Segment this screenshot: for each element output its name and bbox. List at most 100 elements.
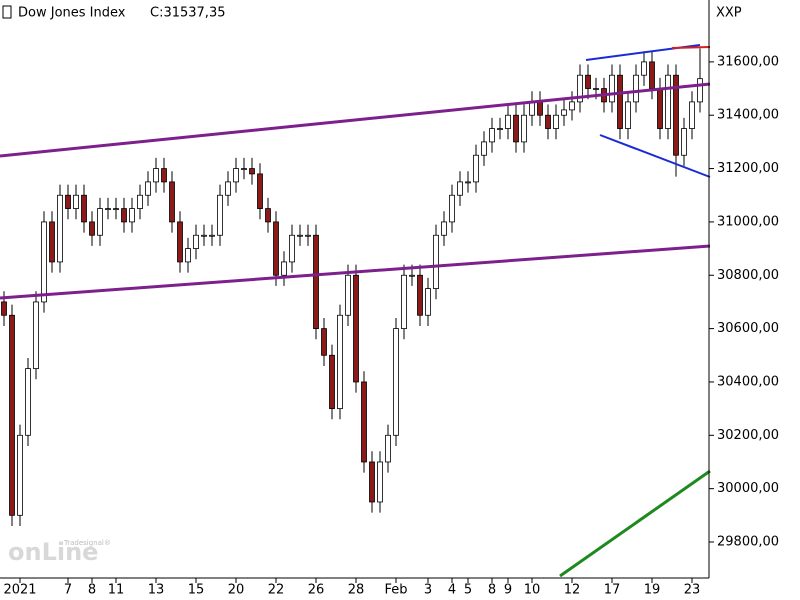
candle-body bbox=[217, 194, 223, 236]
candle-body bbox=[105, 208, 111, 210]
y-tick-label: 30800,00 bbox=[717, 268, 779, 283]
x-tick-label: 11 bbox=[108, 583, 125, 598]
x-tick-label: 13 bbox=[148, 583, 165, 598]
candle-body bbox=[441, 221, 447, 236]
candle-body bbox=[57, 194, 63, 263]
x-tick-label: 22 bbox=[268, 583, 285, 598]
candle-body bbox=[185, 248, 191, 263]
y-tick-label: 30200,00 bbox=[717, 428, 779, 443]
candle-body bbox=[129, 208, 135, 223]
candle-body bbox=[505, 114, 511, 129]
candle-body bbox=[641, 61, 647, 76]
candle-body bbox=[97, 208, 103, 236]
candle-body bbox=[697, 78, 703, 103]
support-trend bbox=[559, 469, 711, 578]
candle-body bbox=[649, 61, 655, 89]
candle-body bbox=[537, 101, 543, 116]
plot-area bbox=[1, 48, 703, 526]
candle-body bbox=[433, 234, 439, 289]
candle-body bbox=[393, 328, 399, 436]
candle-body bbox=[257, 173, 263, 209]
candle-body bbox=[25, 368, 31, 436]
candle-body bbox=[681, 128, 687, 156]
candle-body bbox=[609, 74, 615, 103]
candle-body bbox=[321, 328, 327, 356]
y-tick-label: 30000,00 bbox=[717, 481, 779, 496]
x-tick-label: 7 bbox=[64, 583, 72, 598]
candle-body bbox=[153, 168, 159, 183]
candle-body bbox=[353, 274, 359, 383]
x-tick-label: 8 bbox=[488, 583, 496, 598]
candle-body bbox=[561, 109, 567, 116]
candle-body bbox=[49, 221, 55, 263]
x-tick-label: 9 bbox=[504, 583, 512, 598]
candle-body bbox=[625, 101, 631, 129]
candle-body bbox=[161, 168, 167, 183]
candle-body bbox=[457, 181, 463, 196]
candle-body bbox=[313, 234, 319, 330]
candle-body bbox=[497, 128, 503, 130]
candle-body bbox=[33, 301, 39, 370]
candle-body bbox=[481, 141, 487, 156]
wedge-lower bbox=[599, 134, 711, 178]
candle-body bbox=[673, 74, 679, 156]
candle-body bbox=[577, 74, 583, 103]
x-tick-label: 28 bbox=[348, 583, 365, 598]
x-tick-label: 17 bbox=[604, 583, 621, 598]
watermark-product: onLine bbox=[8, 538, 98, 566]
x-tick-label: 5 bbox=[464, 583, 472, 598]
candle-body bbox=[545, 114, 551, 129]
candle-body bbox=[585, 74, 591, 89]
candle-body bbox=[225, 181, 231, 196]
candle-body bbox=[385, 434, 391, 463]
x-tick-label: 19 bbox=[644, 583, 661, 598]
candle-body bbox=[305, 234, 311, 237]
candle-body bbox=[521, 114, 527, 143]
x-tick-label: 3 bbox=[424, 583, 432, 598]
channel-upper bbox=[0, 82, 711, 158]
candle-body bbox=[201, 234, 207, 237]
x-tick-label: 23 bbox=[684, 583, 701, 598]
watermark-brand: Tradesignal® bbox=[63, 539, 111, 547]
candle-body bbox=[617, 74, 623, 129]
channel-lower bbox=[0, 244, 711, 300]
candle-body bbox=[81, 194, 87, 223]
x-tick-label: 2021 bbox=[3, 583, 36, 598]
candle-body bbox=[569, 101, 575, 111]
candle-body bbox=[657, 88, 663, 129]
y-tick-label: 31200,00 bbox=[717, 161, 779, 176]
candle-body bbox=[665, 74, 671, 129]
candle-body bbox=[449, 194, 455, 223]
candle-body bbox=[553, 114, 559, 129]
candle-body bbox=[297, 234, 303, 237]
candle-body bbox=[9, 314, 15, 516]
candle-body bbox=[369, 461, 375, 503]
x-tick-label: 4 bbox=[448, 583, 456, 598]
x-tick-label: 20 bbox=[228, 583, 245, 598]
candle-body bbox=[329, 354, 335, 410]
symbol: XXP bbox=[716, 6, 742, 21]
candle-body bbox=[529, 101, 535, 116]
candle-body bbox=[513, 114, 519, 143]
candle-body bbox=[401, 274, 407, 330]
candle-body bbox=[377, 461, 383, 503]
candle-body bbox=[17, 434, 23, 516]
candle-body bbox=[249, 168, 255, 175]
candle-body bbox=[65, 194, 71, 209]
candle-body bbox=[337, 314, 343, 410]
y-tick-label: 30600,00 bbox=[717, 321, 779, 336]
candle-body bbox=[137, 194, 143, 209]
candle-body bbox=[89, 221, 95, 236]
chart-title: Dow Jones Index bbox=[18, 6, 126, 21]
icon bbox=[2, 5, 12, 19]
x-tick-label: 10 bbox=[524, 583, 541, 598]
x-tick-label: 12 bbox=[564, 583, 581, 598]
candle-body bbox=[361, 381, 367, 463]
candle-body bbox=[273, 221, 279, 276]
candle-body bbox=[489, 128, 495, 143]
candle-body bbox=[633, 74, 639, 103]
candle-body bbox=[417, 274, 423, 316]
candle-body bbox=[73, 194, 79, 209]
